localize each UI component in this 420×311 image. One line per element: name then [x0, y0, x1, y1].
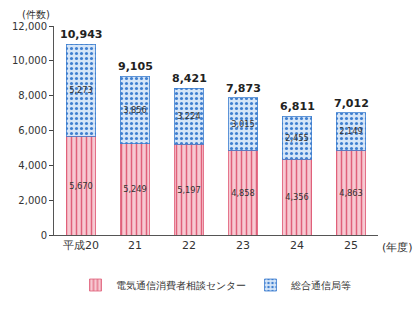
- svg-text:4,000: 4,000: [18, 160, 47, 171]
- svg-text:総合通信局等: 総合通信局等: [290, 280, 351, 291]
- svg-text:(件数): (件数): [22, 9, 50, 20]
- svg-text:5,197: 5,197: [177, 185, 201, 195]
- svg-text:8,421: 8,421: [172, 72, 207, 85]
- svg-text:10,943: 10,943: [60, 28, 102, 41]
- svg-text:5,273: 5,273: [69, 85, 93, 95]
- svg-text:電気通信消費者相談センター: 電気通信消費者相談センター: [116, 280, 246, 291]
- svg-text:7,873: 7,873: [226, 82, 261, 95]
- svg-text:12,000: 12,000: [12, 21, 47, 32]
- svg-text:3,856: 3,856: [123, 105, 147, 115]
- svg-text:9,105: 9,105: [118, 60, 153, 73]
- svg-text:2,455: 2,455: [285, 133, 309, 143]
- svg-text:4,863: 4,863: [339, 188, 363, 198]
- svg-text:25: 25: [344, 239, 358, 252]
- svg-text:3,224: 3,224: [177, 111, 201, 121]
- svg-text:8,000: 8,000: [18, 90, 47, 101]
- svg-text:(年度): (年度): [382, 241, 413, 254]
- svg-text:2,000: 2,000: [18, 195, 47, 206]
- svg-text:平成20: 平成20: [63, 239, 99, 252]
- svg-text:22: 22: [182, 239, 196, 252]
- svg-text:2,149: 2,149: [339, 126, 363, 136]
- svg-text:10,000: 10,000: [12, 55, 47, 66]
- svg-text:5,249: 5,249: [123, 184, 147, 194]
- svg-text:0: 0: [41, 230, 47, 241]
- svg-text:21: 21: [128, 239, 142, 252]
- svg-text:4,858: 4,858: [231, 188, 255, 198]
- svg-text:6,811: 6,811: [280, 100, 315, 113]
- svg-text:23: 23: [236, 239, 250, 252]
- svg-text:7,012: 7,012: [334, 97, 369, 110]
- svg-text:3,015: 3,015: [231, 119, 255, 129]
- svg-text:6,000: 6,000: [18, 125, 47, 136]
- svg-text:24: 24: [290, 239, 304, 252]
- svg-text:4,356: 4,356: [285, 192, 309, 202]
- svg-text:5,670: 5,670: [69, 181, 93, 191]
